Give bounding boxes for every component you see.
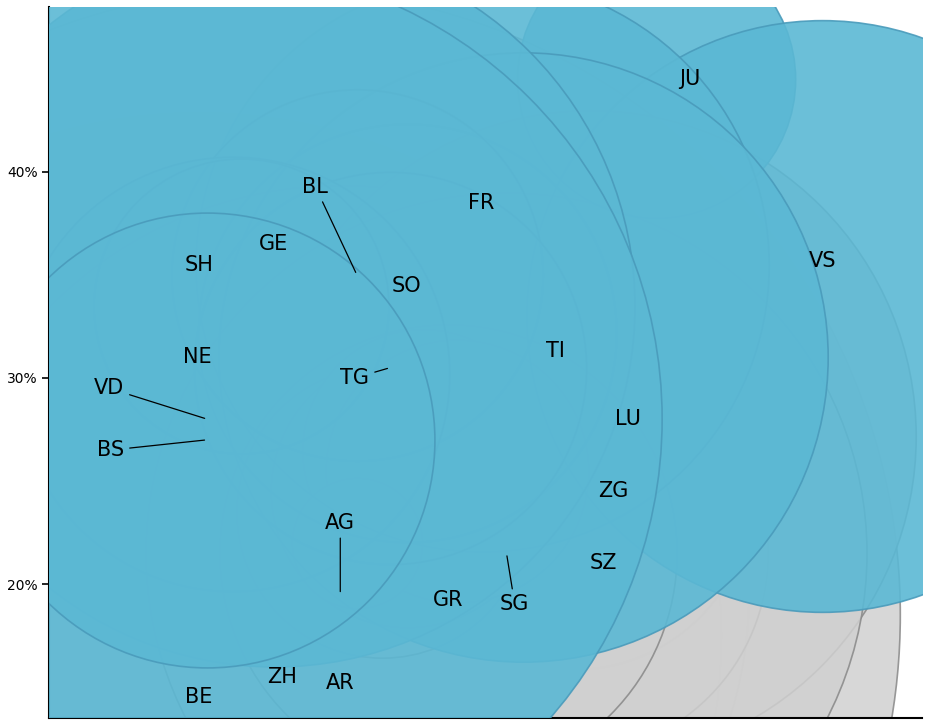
- Text: AG: AG: [325, 513, 354, 592]
- Text: BL: BL: [303, 177, 355, 273]
- Text: VS: VS: [807, 251, 835, 270]
- Point: [557, 547, 572, 559]
- Text: JU: JU: [678, 69, 700, 89]
- Point: [498, 547, 513, 559]
- Point: [266, 609, 281, 621]
- Text: GE: GE: [259, 234, 288, 254]
- Point: [233, 300, 248, 312]
- Point: [332, 589, 347, 600]
- Point: [225, 368, 239, 380]
- Text: NE: NE: [183, 347, 212, 368]
- Point: [582, 430, 597, 442]
- Text: BE: BE: [185, 687, 213, 707]
- Point: [191, 630, 206, 642]
- Point: [416, 444, 431, 456]
- Point: [565, 486, 580, 497]
- Text: AR: AR: [326, 673, 354, 692]
- Text: GR: GR: [432, 590, 463, 610]
- Point: [200, 434, 214, 446]
- Point: [399, 486, 414, 497]
- Point: [200, 413, 214, 425]
- Point: [374, 506, 389, 518]
- Text: ZH: ZH: [267, 666, 297, 687]
- Point: [648, 73, 663, 85]
- Point: [814, 310, 829, 322]
- Text: SO: SO: [392, 276, 421, 296]
- Text: VD: VD: [94, 378, 204, 418]
- Point: [349, 537, 364, 549]
- Point: [515, 352, 530, 363]
- Point: [449, 465, 464, 476]
- Point: [441, 547, 456, 559]
- Point: [349, 269, 364, 281]
- Point: [473, 259, 488, 270]
- Point: [266, 300, 281, 312]
- Text: ZG: ZG: [598, 481, 627, 501]
- Point: [382, 362, 397, 373]
- Text: SH: SH: [185, 255, 213, 275]
- Text: TI: TI: [546, 341, 564, 361]
- Text: SZ: SZ: [589, 553, 616, 573]
- Text: BS: BS: [97, 440, 204, 460]
- Point: [399, 327, 414, 339]
- Point: [332, 630, 347, 642]
- Text: LU: LU: [614, 409, 639, 429]
- Text: TG: TG: [340, 368, 387, 388]
- Text: FR: FR: [468, 193, 495, 213]
- Text: SG: SG: [499, 556, 529, 614]
